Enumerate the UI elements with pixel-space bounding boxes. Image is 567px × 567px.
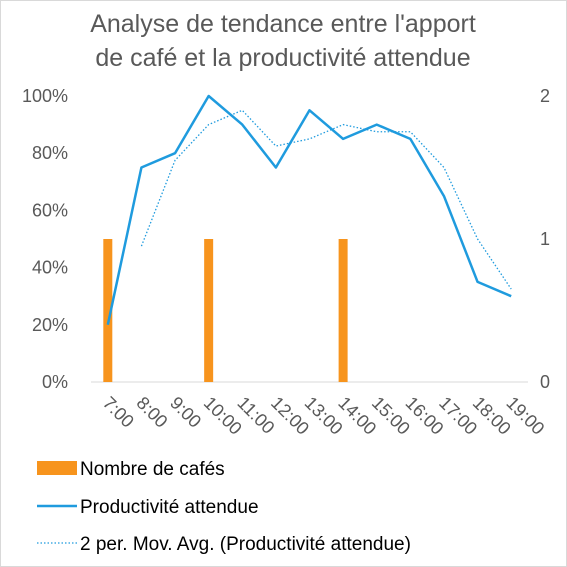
y-secondary-tick-label: 0 [540,372,550,392]
x-tick-label: 7:00 [99,393,138,432]
x-tick-label: 9:00 [166,393,205,432]
y-secondary-tick-label: 2 [540,86,550,106]
chart-title-line-2: de café et la productivité attendue [95,44,470,72]
bar [204,239,213,382]
x-tick-label: 16:00 [402,393,448,439]
y-primary-tick-label: 0% [42,372,68,392]
series-line-moving-average [141,110,511,289]
legend: Nombre de cafés Productivité attendue 2 pe… [37,459,411,555]
x-tick-label: 13:00 [301,393,347,439]
x-tick-label: 15:00 [368,393,414,439]
chart-title-line-1: Analyse de tendance entre l'apport [90,10,476,38]
series-line-productivite [108,96,511,325]
y-primary-tick-label: 40% [32,258,68,278]
legend-label-line: Productivité attendue [80,497,259,518]
x-tick-label: 11:00 [233,393,278,438]
x-tick-label: 8:00 [133,393,172,432]
x-tick-label: 18:00 [469,393,515,439]
y-primary-tick-label: 60% [32,200,68,220]
y-primary-tick-label: 20% [32,315,68,335]
legend-label-moving-average: 2 per. Mov. Avg. (Productivité attendue) [80,534,411,555]
x-tick-label: 10:00 [200,393,246,439]
x-tick-label: 12:00 [267,393,313,439]
x-tick-label: 14:00 [334,393,380,439]
x-tick-label: 17:00 [435,393,481,439]
x-tick-label: 19:00 [502,393,548,439]
y-primary-tick-label: 100% [22,86,68,106]
y-primary-tick-label: 80% [32,143,68,163]
plot-area: 0% 20% 40% 60% 80% 100% 0 1 2 7:008:009:0010:0011… [22,86,550,439]
legend-label-bars: Nombre de cafés [80,459,225,480]
y-secondary-tick-label: 1 [540,229,550,249]
bar [339,239,348,382]
legend-swatch-bars [37,461,77,475]
